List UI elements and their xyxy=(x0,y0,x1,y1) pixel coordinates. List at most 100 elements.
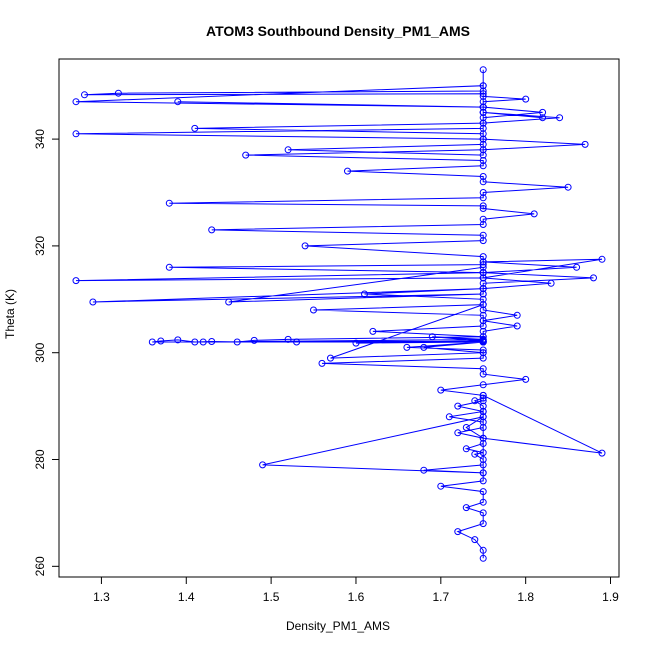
data-point xyxy=(479,135,487,143)
data-point xyxy=(479,461,487,469)
data-point xyxy=(454,402,462,410)
data-point xyxy=(479,82,487,90)
data-point xyxy=(471,397,479,405)
data-point xyxy=(479,402,487,410)
data-point xyxy=(352,339,360,347)
y-tick-label: 300 xyxy=(33,342,47,362)
data-point xyxy=(72,277,80,285)
x-tick-label: 1.3 xyxy=(93,590,110,604)
data-point xyxy=(479,306,487,314)
data-point xyxy=(208,338,216,345)
data-point xyxy=(479,151,487,159)
data-point xyxy=(479,322,487,330)
data-point xyxy=(318,359,326,367)
data-point xyxy=(479,349,487,357)
chart-title: ATOM3 Southbound Density_PM1_AMS xyxy=(206,23,470,39)
x-axis-label: Density_PM1_AMS xyxy=(286,619,390,633)
data-point xyxy=(479,440,487,447)
data-point xyxy=(165,263,173,271)
data-point xyxy=(479,130,487,138)
data-point xyxy=(479,66,487,74)
data-point xyxy=(479,258,487,266)
data-point xyxy=(479,498,487,506)
x-tick-label: 1.6 xyxy=(348,590,365,604)
series-line xyxy=(75,69,603,559)
data-point xyxy=(479,424,487,431)
x-tick-label: 1.5 xyxy=(263,590,280,604)
data-point xyxy=(479,449,487,457)
data-point xyxy=(191,124,199,132)
y-tick-label: 320 xyxy=(33,236,47,256)
data-point xyxy=(437,482,445,490)
data-point xyxy=(479,124,487,132)
data-point xyxy=(479,381,487,389)
data-point xyxy=(479,469,487,477)
y-tick-label: 340 xyxy=(33,129,47,149)
data-point xyxy=(539,108,547,116)
data-point xyxy=(530,210,538,218)
data-point xyxy=(479,554,487,562)
data-point xyxy=(479,178,487,186)
data-point xyxy=(479,456,487,463)
data-point xyxy=(522,95,530,103)
data-point xyxy=(479,269,487,277)
y-tick-label: 280 xyxy=(33,449,47,469)
data-point xyxy=(479,520,487,528)
data-point xyxy=(590,274,597,282)
data-point xyxy=(479,261,487,269)
data-point xyxy=(573,263,581,271)
data-point xyxy=(174,336,182,344)
data-point xyxy=(361,290,368,298)
data-point xyxy=(479,335,487,343)
data-point xyxy=(284,335,292,343)
data-point xyxy=(191,338,199,346)
data-point xyxy=(479,221,487,228)
data-point xyxy=(208,226,216,234)
data-point xyxy=(479,338,487,346)
data-point xyxy=(479,413,487,421)
data-point xyxy=(462,445,470,453)
data-point xyxy=(428,333,436,341)
data-point xyxy=(259,461,267,469)
data-point xyxy=(556,114,564,122)
data-point xyxy=(479,140,487,148)
data-point xyxy=(471,450,479,458)
data-point xyxy=(72,98,80,106)
data-point xyxy=(310,306,317,314)
plot-frame xyxy=(58,58,620,578)
data-point xyxy=(114,89,122,97)
data-point xyxy=(479,103,487,111)
y-tick-label: 260 xyxy=(33,556,47,576)
data-point xyxy=(479,509,487,517)
data-point xyxy=(293,338,301,346)
data-point xyxy=(479,546,487,554)
data-point xyxy=(479,488,487,496)
data-point xyxy=(445,413,453,421)
data-point xyxy=(513,311,521,319)
data-point xyxy=(479,98,487,106)
data-point xyxy=(479,274,487,282)
plot-area xyxy=(72,66,606,562)
data-point xyxy=(479,87,487,95)
data-point xyxy=(420,343,428,351)
data-point xyxy=(479,391,487,399)
data-point xyxy=(479,301,487,309)
data-point xyxy=(479,327,487,335)
data-point xyxy=(344,167,351,175)
data-point xyxy=(479,290,487,298)
data-point xyxy=(479,418,487,426)
x-tick-label: 1.9 xyxy=(602,590,619,604)
data-point xyxy=(479,108,487,116)
data-point xyxy=(479,189,487,196)
data-point xyxy=(420,466,428,474)
data-point xyxy=(479,162,487,170)
data-point xyxy=(479,285,487,293)
data-point xyxy=(284,146,292,154)
data-point xyxy=(479,215,487,223)
data-point xyxy=(369,327,377,335)
data-point xyxy=(479,311,487,319)
data-point xyxy=(522,375,530,383)
x-tick-label: 1.7 xyxy=(432,590,449,604)
